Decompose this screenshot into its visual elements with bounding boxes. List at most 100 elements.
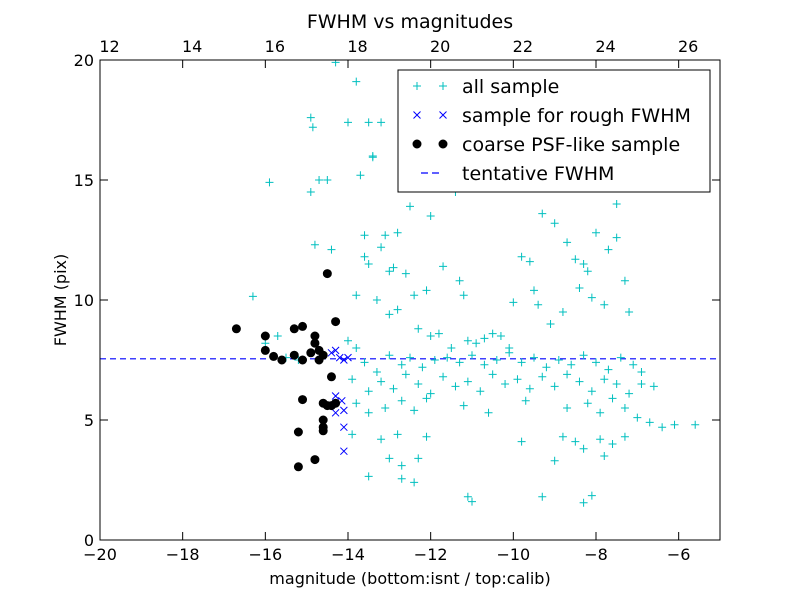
all-sample-point (517, 437, 526, 446)
y-axis-label: FWHM (pix) (51, 254, 70, 347)
legend-circle-marker (438, 139, 448, 149)
all-sample-point (567, 360, 576, 369)
all-sample-point (633, 413, 642, 422)
all-sample-point (579, 351, 588, 360)
all-sample-point (525, 257, 534, 266)
all-sample-point (463, 492, 472, 501)
all-sample-point (554, 356, 563, 364)
all-sample-point (575, 377, 584, 386)
all-sample-point (397, 474, 406, 483)
all-sample-point (344, 336, 352, 345)
all-sample-point (364, 472, 373, 481)
all-sample-point (273, 332, 282, 340)
x-axis-label: magnitude (bottom:isnt / top:calib) (269, 569, 550, 588)
all-sample-point (377, 435, 386, 444)
all-sample-point (410, 478, 419, 487)
all-sample-point (583, 267, 592, 276)
all-sample-point (356, 171, 365, 180)
all-sample-point (587, 387, 596, 396)
all-sample-point (348, 430, 357, 439)
all-sample-point (645, 418, 654, 427)
x-tick-label: −10 (496, 545, 530, 564)
all-sample-point (308, 123, 317, 132)
all-sample-point (397, 396, 406, 405)
y-tick-label: 20 (74, 51, 94, 70)
all-sample-point (496, 332, 505, 340)
all-sample-point (352, 77, 361, 86)
psf-like-sample-point (260, 345, 270, 355)
all-sample-point (587, 491, 596, 500)
all-sample-point (637, 368, 646, 376)
all-sample-point (620, 404, 629, 412)
all-sample-point (604, 365, 613, 374)
x-tick-label: −8 (584, 545, 608, 564)
psf-like-sample-point (231, 324, 241, 334)
all-sample-point (389, 263, 398, 272)
all-sample-point (261, 339, 270, 348)
psf-like-sample-point (331, 317, 341, 327)
psf-like-sample-point (318, 398, 328, 408)
all-sample-point (505, 348, 514, 357)
psf-like-sample-point (298, 355, 308, 365)
psf-like-sample-point (310, 455, 320, 465)
all-sample-point (385, 454, 394, 463)
all-sample-point (422, 432, 431, 441)
all-sample-point (534, 300, 543, 309)
all-sample-point (604, 245, 613, 254)
all-sample-point (600, 300, 609, 309)
all-sample-point (393, 305, 402, 314)
all-sample-point (360, 231, 369, 240)
all-sample-point (620, 276, 629, 285)
chart-title: FWHM vs magnitudes (307, 11, 513, 33)
all-sample-point (649, 382, 658, 391)
x-tick-label: −12 (414, 545, 448, 564)
all-sample-point (571, 255, 580, 264)
psf-like-sample-point (310, 338, 320, 348)
all-sample-point (377, 243, 386, 252)
all-sample-point (323, 176, 332, 184)
all-sample-point (344, 118, 352, 127)
psf-like-sample-point (318, 350, 328, 360)
all-sample-point (463, 377, 472, 386)
legend: all sample sample for rough FWHM coarse PS… (397, 69, 711, 193)
all-sample-point (381, 404, 390, 412)
all-sample-point (418, 363, 427, 372)
legend-box (397, 69, 711, 193)
x-tick-label: −16 (248, 545, 282, 564)
rough-fwhm-sample-point (340, 356, 348, 364)
y-tick-label: 0 (84, 531, 94, 550)
x-tick-label: −6 (667, 545, 691, 564)
plot-frame (99, 59, 721, 541)
all-sample-point (352, 344, 361, 352)
all-sample-point (364, 387, 373, 396)
y-tick-label: 15 (74, 171, 94, 190)
all-sample-point (558, 308, 567, 316)
all-sample-point (658, 423, 667, 432)
all-sample-point (397, 360, 406, 369)
top-x-tick-label: 20 (430, 37, 450, 56)
all-sample-point (463, 336, 472, 345)
all-sample-point (620, 432, 629, 441)
all-sample-point (459, 401, 468, 410)
psf-like-sample-point (293, 427, 303, 437)
psf-like-sample-point (318, 426, 328, 436)
all-sample-point (550, 382, 559, 391)
rough-fwhm-sample-point (331, 346, 340, 355)
all-sample-point (579, 498, 588, 507)
all-sample-point (583, 399, 592, 408)
all-sample-point (592, 228, 600, 237)
all-sample-point (488, 329, 497, 338)
all-sample-point (434, 329, 443, 338)
rough-fwhm-sample-point (340, 406, 348, 415)
y-tick-label: 5 (84, 411, 94, 430)
all-sample-point (608, 440, 617, 448)
psf-like-sample-point (306, 348, 316, 358)
all-sample-point (596, 408, 605, 417)
all-sample-point (414, 324, 423, 333)
all-sample-point (513, 375, 522, 384)
all-sample-point (480, 360, 489, 369)
all-sample-point (612, 200, 621, 208)
all-sample-point (459, 291, 468, 300)
all-sample-point (612, 380, 621, 388)
all-sample-point (455, 276, 464, 285)
